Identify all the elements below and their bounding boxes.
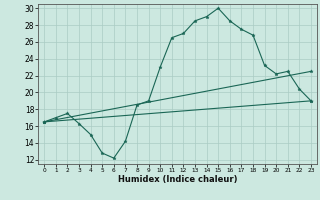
- X-axis label: Humidex (Indice chaleur): Humidex (Indice chaleur): [118, 175, 237, 184]
